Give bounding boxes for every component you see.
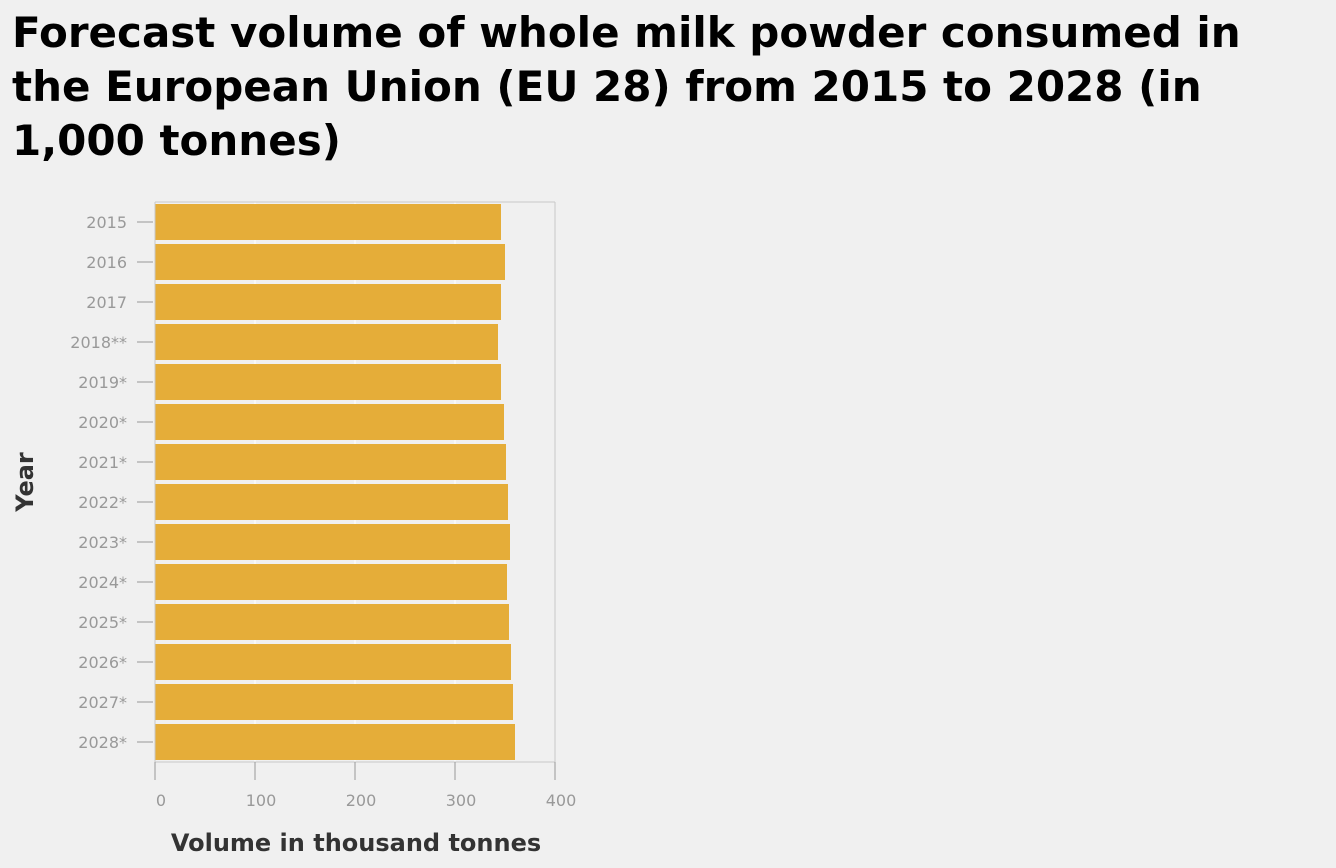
bar-2018**: [155, 324, 498, 360]
bar-2028*: [155, 724, 515, 760]
y-tick-label: 2017: [86, 293, 127, 312]
bar-2024*: [155, 564, 507, 600]
y-tick-label: 2026*: [78, 653, 127, 672]
x-axis-title: Volume in thousand tonnes: [171, 829, 541, 857]
x-tick-label: 100: [246, 791, 277, 810]
bars-layer: [155, 204, 515, 760]
y-axis-title: Year: [11, 452, 39, 513]
y-tick-label: 2020*: [78, 413, 127, 432]
y-tick-label: 2023*: [78, 533, 127, 552]
bar-2021*: [155, 444, 506, 480]
bar-2020*: [155, 404, 504, 440]
bar-2019*: [155, 364, 501, 400]
axis-layer: 2015 2016 2017 2018** 2019* 2020* 2021* 2022* 20…: [70, 201, 577, 810]
bar-2026*: [155, 644, 511, 680]
y-tick-label: 2025*: [78, 613, 127, 632]
y-tick-label: 2024*: [78, 573, 127, 592]
y-tick-label: 2015: [86, 213, 127, 232]
y-tick-label: 2018**: [70, 333, 127, 352]
y-tick-label: 2028*: [78, 733, 127, 752]
y-tick-label: 2019*: [78, 373, 127, 392]
x-tick-label: 300: [446, 791, 477, 810]
bar-2023*: [155, 524, 510, 560]
x-tick-label: 200: [346, 791, 377, 810]
y-tick-label: 2016: [86, 253, 127, 272]
bar-2017: [155, 284, 501, 320]
bar-2022*: [155, 484, 508, 520]
bar-2027*: [155, 684, 513, 720]
x-tick-label: 0: [156, 791, 166, 810]
bar-2015: [155, 204, 501, 240]
y-tick-label: 2022*: [78, 493, 127, 512]
chart-title: Forecast volume of whole milk powder con…: [12, 8, 1241, 165]
y-tick-label: 2021*: [78, 453, 127, 472]
bar-2025*: [155, 604, 509, 640]
y-tick-label: 2027*: [78, 693, 127, 712]
bar-2016: [155, 244, 505, 280]
x-tick-label: 400: [546, 791, 577, 810]
